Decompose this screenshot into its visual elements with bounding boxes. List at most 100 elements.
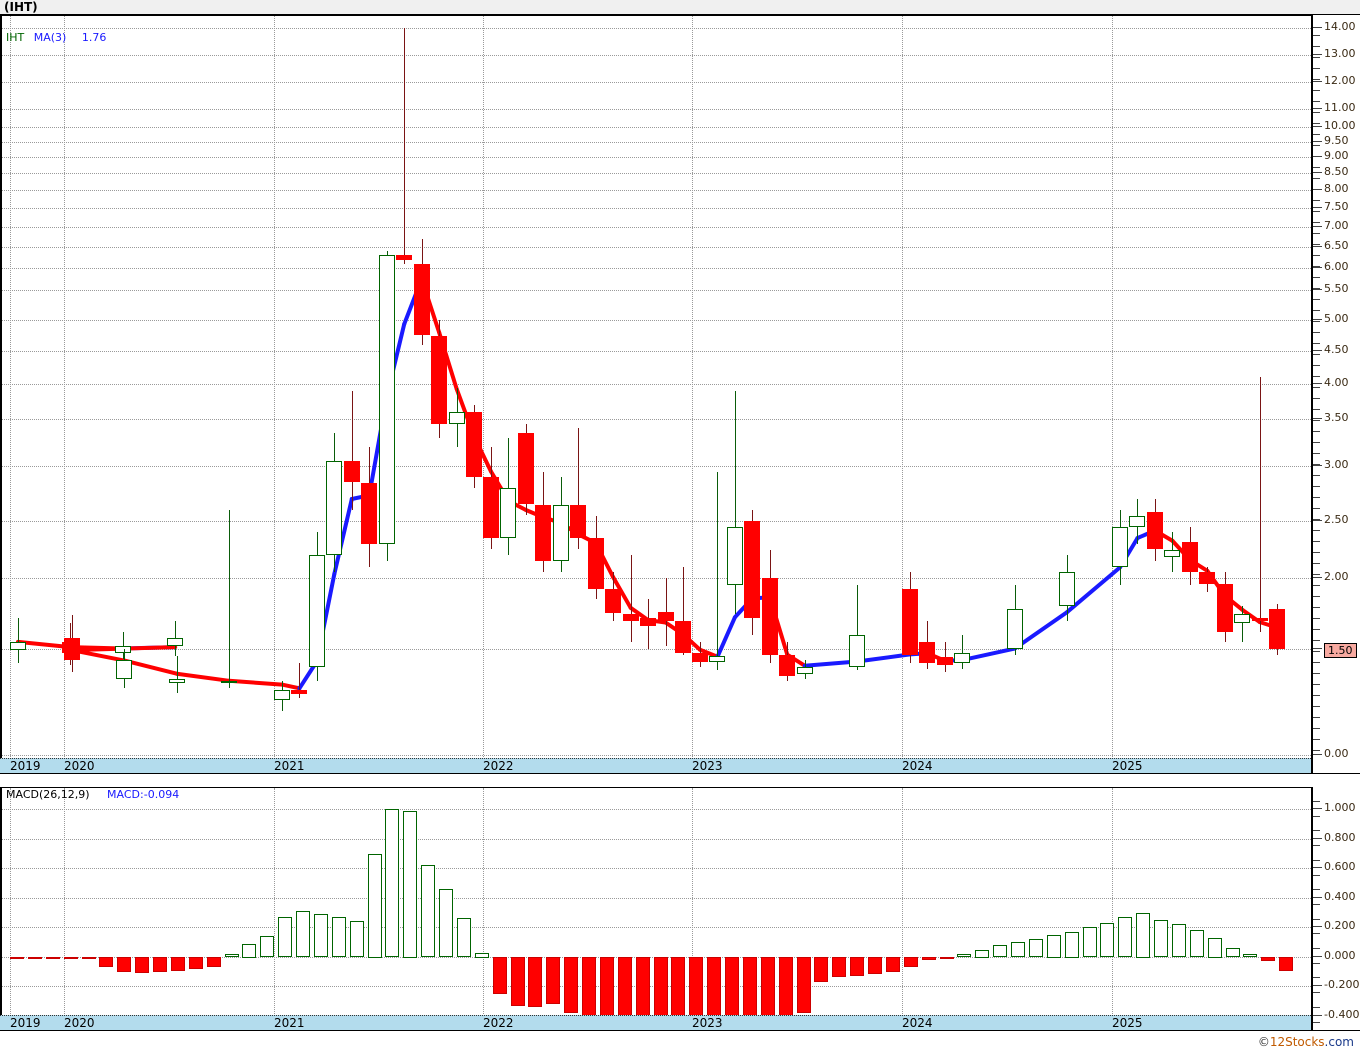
gridline-h [2,466,1311,467]
macd-bar [725,957,739,1016]
y-axis-minor-tick [1313,112,1320,113]
y-axis-minor-tick [1313,684,1320,685]
y-axis-label: 4.00 [1324,376,1349,389]
candle-body [657,612,674,621]
candle-body [466,412,483,477]
y-axis-label: 9.00 [1324,149,1349,162]
macd-bar [886,957,900,972]
macd-axis-minor-tick [1313,889,1320,891]
y-axis-tick [1313,577,1322,578]
gridline-h [2,384,1311,385]
candle-body [622,613,639,621]
candle-body [326,461,343,556]
gridline-h [2,28,1311,29]
y-axis-minor-tick [1313,739,1320,740]
y-axis-minor-tick [1313,145,1320,146]
y-axis-tick [1313,108,1322,109]
candle-body [726,526,743,586]
brand-name: 12Stocks [1269,1035,1325,1049]
macd-axis-minor-tick [1313,948,1320,949]
macd-bar [689,957,703,1016]
y-axis-minor-tick [1313,519,1320,520]
macd-bar [832,957,846,978]
x-axis-label: 2022 [483,1016,514,1030]
y-axis-tick [1313,27,1322,28]
candle-body [167,637,184,647]
y-axis-label: 4.50 [1324,343,1349,356]
macd-axis-minor-tick [1313,845,1320,847]
gridline-v [483,16,484,773]
y-axis-minor-tick [1313,409,1320,410]
y-axis-minor-tick [1313,277,1320,278]
candle-body [291,689,308,695]
macd-axis-tick [1313,838,1322,839]
y-axis-tick [1313,383,1322,384]
macd-axis-minor-tick [1313,962,1320,964]
y-axis-label: 13.00 [1324,47,1356,60]
candle-body [116,659,133,679]
x-axis-label: 2025 [1112,1016,1143,1030]
y-axis-minor-tick [1313,57,1320,58]
macd-bar [278,917,292,958]
candle-body [936,657,953,665]
candle-wick [123,631,124,659]
y-axis-minor-tick [1313,189,1320,190]
y-axis-minor-tick [1313,431,1320,432]
macd-bar [779,957,793,1016]
y-axis-minor-tick [1313,255,1320,256]
candle-body [954,652,971,664]
y-axis-minor-tick [1313,134,1320,135]
macd-bar [64,957,78,959]
macd-bar [528,957,542,1007]
macd-bar [10,957,24,959]
candle-body [902,589,918,655]
gridline-h [2,247,1311,248]
legend-ma-label: MA(3) [33,31,67,44]
y-axis-minor-tick [1313,728,1320,729]
y-axis-label: 0.00 [1324,747,1349,760]
x-axis-label: 2021 [274,1016,305,1030]
gridline-v [10,788,11,1030]
gridline-v [274,788,275,1030]
x-axis-label: 2025 [1112,759,1143,773]
macd-panel[interactable]: MACD(26,12,9) MACD:-0.094 [0,787,1311,1030]
macd-bar [385,809,399,957]
gridline-v [1112,788,1113,1030]
gridline-h [2,55,1311,56]
y-axis-tick [1313,289,1322,290]
price-chart-panel[interactable]: IHT MA(3) 1.76 [0,15,1311,773]
x-axis-label: 2019 [10,1016,41,1030]
candle-body [587,538,604,590]
y-axis-label: 10.00 [1324,119,1356,132]
candle-body [1146,512,1163,550]
macd-bar [1118,917,1132,958]
x-axis-label: 2024 [902,759,933,773]
y-axis-minor-tick [1313,464,1320,465]
y-axis-label: 9.50 [1324,134,1349,147]
footer: ©12Stocks.com [0,1031,1360,1056]
y-axis-minor-tick [1313,266,1320,267]
macd-bar [1190,930,1204,957]
candle-body [1129,515,1146,527]
legend-symbol: IHT [6,31,25,44]
macd-axis-minor-tick [1313,830,1320,832]
gridline-v [902,16,903,773]
y-axis-minor-tick [1313,365,1320,366]
gridline-h [2,190,1311,191]
y-axis-label: 3.50 [1324,411,1349,424]
y-axis-label: 2.00 [1324,570,1349,583]
macd-bar [546,957,560,1004]
x-axis-label: 2023 [692,759,723,773]
gridline-h [2,809,1311,810]
macd-bar [99,957,113,968]
y-axis-minor-tick [1313,167,1320,168]
legend-ma-value: 1.76 [81,31,107,44]
macd-bar [1208,938,1222,958]
candle-body [431,335,448,424]
macd-bar [600,957,614,1016]
y-axis-label: 5.00 [1324,312,1349,325]
candle-body [535,504,552,561]
y-axis-tick [1313,246,1322,247]
title-bar: (IHT) [0,0,1360,15]
candle-body [675,620,692,653]
